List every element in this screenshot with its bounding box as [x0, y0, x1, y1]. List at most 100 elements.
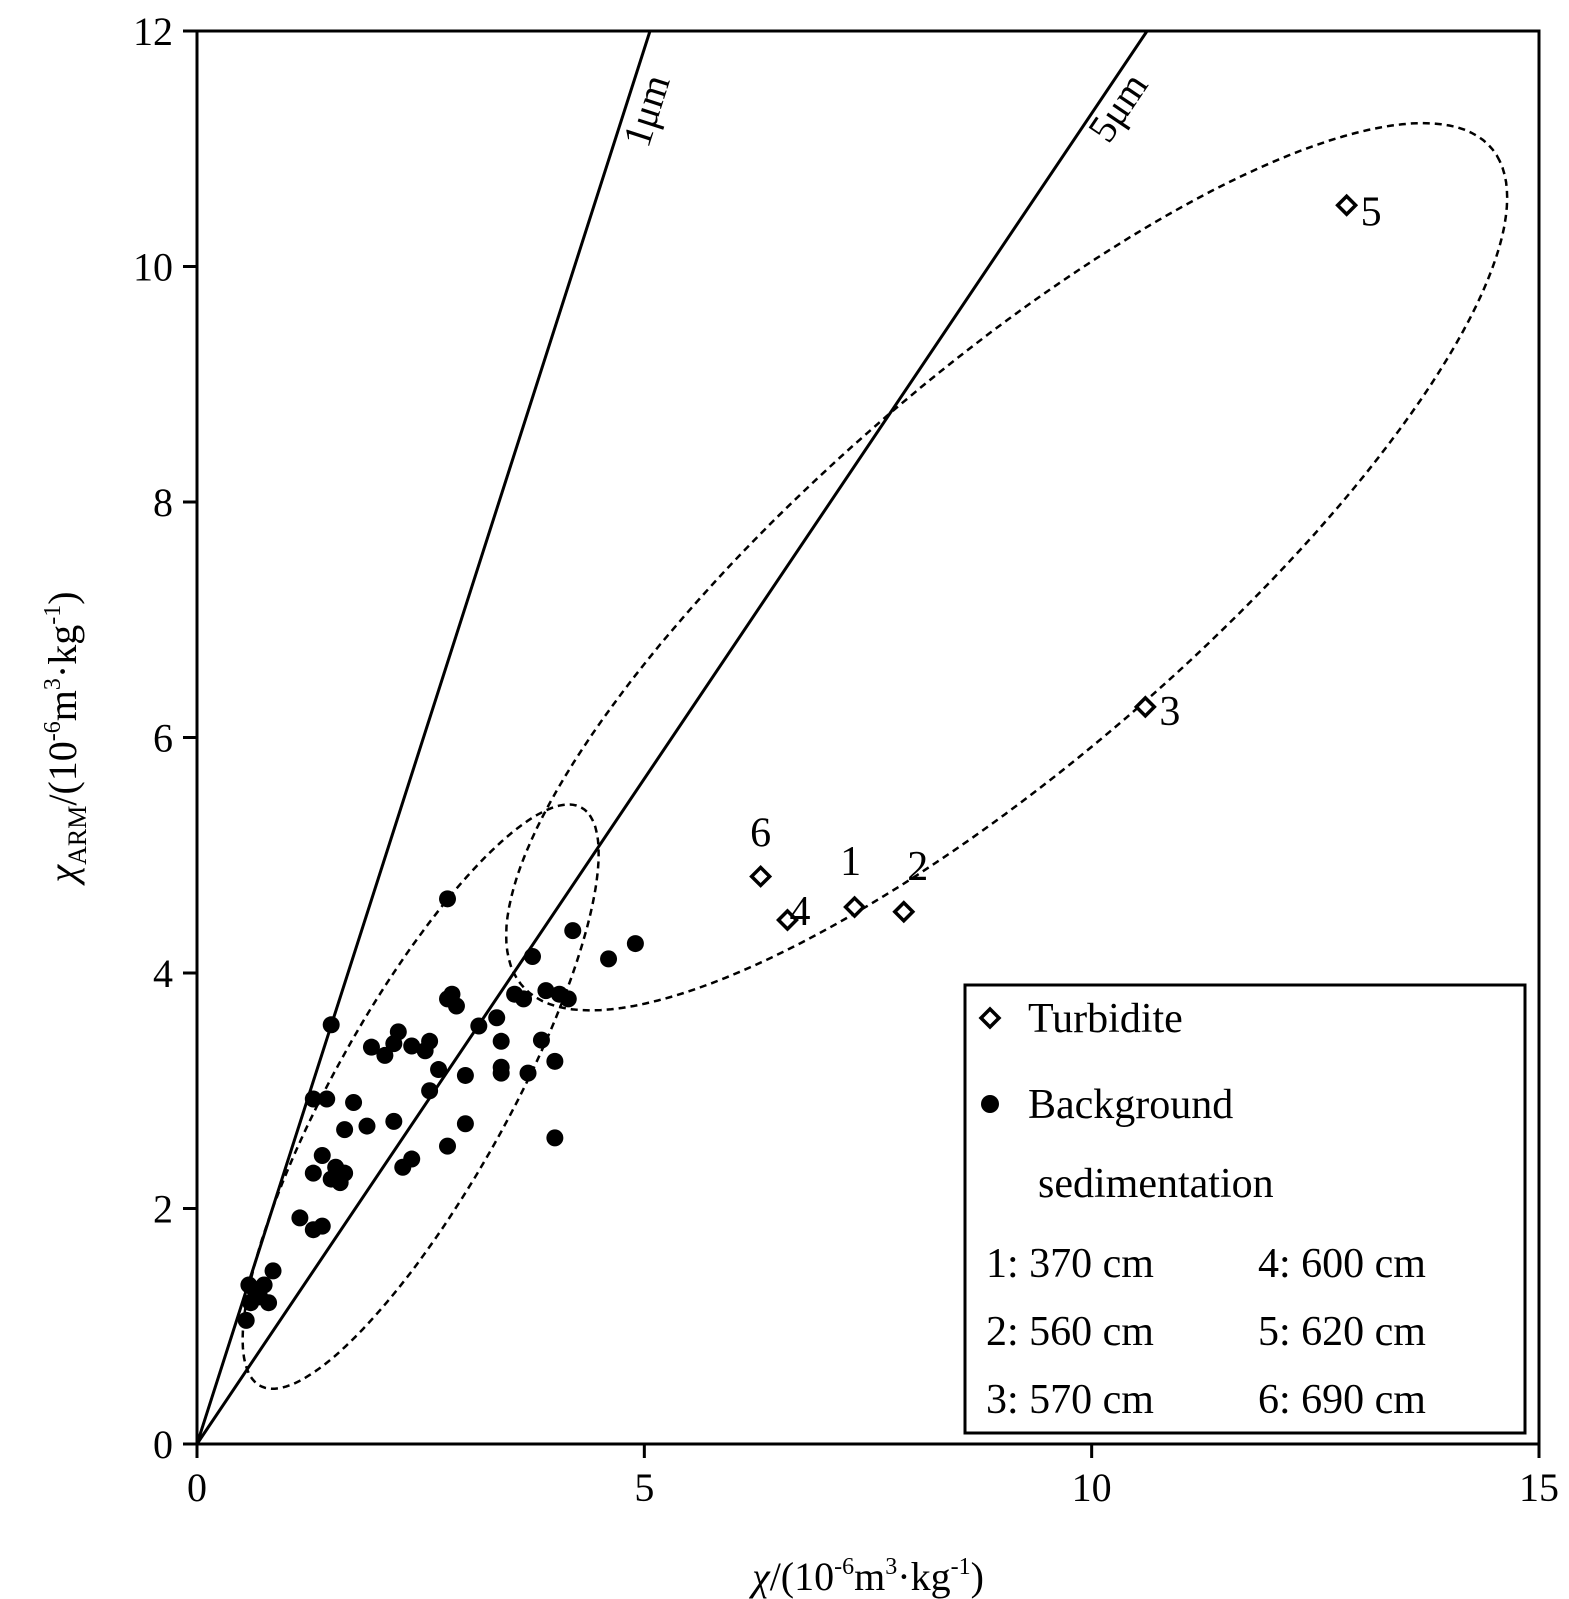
y-tick-label: 0: [153, 1422, 173, 1467]
x-axis-close: ): [971, 1554, 984, 1599]
y-axis-close: ): [40, 591, 85, 604]
reference-line-2: [197, 31, 1149, 1444]
y-axis-rest: ·kg: [40, 625, 85, 678]
legend-turbidite-marker: [978, 1006, 1002, 1030]
background-point: [546, 1129, 564, 1147]
background-point: [376, 1046, 394, 1064]
y-axis-sub: ARM: [63, 806, 92, 865]
background-point: [492, 1064, 510, 1082]
legend-background-label-1: Background: [1028, 1082, 1233, 1128]
y-axis-unit: m: [40, 690, 85, 721]
y-tick-label: 12: [133, 9, 173, 54]
background-point: [385, 1112, 403, 1130]
background-point: [421, 1082, 439, 1100]
background-point: [313, 1217, 331, 1235]
background-point: [524, 948, 541, 966]
turbidite-point: [1133, 695, 1157, 719]
background-point: [456, 1115, 474, 1133]
background-point: [313, 1147, 331, 1165]
x-tick-label: 10: [1072, 1465, 1112, 1510]
turbidite-point: [749, 864, 773, 888]
background-point: [322, 1016, 340, 1034]
background-point: [304, 1090, 322, 1108]
y-axis-exp: -6: [40, 721, 66, 741]
legend-box: [963, 983, 1527, 1435]
background-point: [336, 1164, 354, 1182]
background-point: [564, 922, 582, 940]
background-point: [439, 890, 457, 908]
background-point: [532, 1031, 550, 1049]
background-point: [358, 1117, 376, 1135]
turbidite-point: [892, 900, 916, 924]
legend-depth-3: 3: 570 cm: [986, 1377, 1154, 1423]
x-axis-unit: m: [854, 1554, 885, 1599]
x-axis-open: /(10: [770, 1554, 834, 1599]
y-axis-label: χARM/(10-6m3·kg-1): [40, 591, 92, 886]
background-point: [559, 990, 577, 1008]
turbidite-point-label: 1: [840, 839, 861, 885]
background-point: [237, 1311, 255, 1329]
background-point: [519, 1064, 537, 1082]
background-point: [403, 1150, 421, 1168]
x-axis-ticks: 0 5 10 15: [187, 1444, 1559, 1510]
background-point: [255, 1276, 273, 1294]
y-tick-label: 6: [153, 716, 173, 761]
turbidite-point-label: 2: [907, 844, 928, 890]
reference-line-label: 5μm: [1079, 65, 1157, 150]
background-point: [546, 1052, 564, 1070]
legend-background-marker: [981, 1095, 999, 1113]
x-axis-symbol: χ: [748, 1554, 771, 1599]
background-point: [264, 1262, 282, 1280]
background-point: [600, 950, 618, 968]
x-axis-exp: -6: [834, 1554, 854, 1580]
background-point: [456, 1066, 474, 1084]
background-point: [537, 982, 555, 1000]
background-point: [389, 1023, 407, 1041]
legend-depth-2: 2: 560 cm: [986, 1309, 1154, 1355]
background-point: [318, 1090, 336, 1108]
background-point: [515, 990, 533, 1008]
background-point: [304, 1164, 322, 1182]
x-tick-label: 15: [1519, 1465, 1559, 1510]
y-axis-symbol: χ: [40, 864, 85, 887]
x-axis-unit-exp: 3: [885, 1554, 897, 1580]
turbidite-point-label: 3: [1159, 689, 1180, 735]
y-axis-open: /(10: [40, 741, 85, 805]
y-tick-label: 4: [153, 951, 173, 996]
y-tick-label: 8: [153, 480, 173, 525]
background-point: [470, 1017, 488, 1035]
legend-depth-1: 1: 370 cm: [986, 1241, 1154, 1287]
reference-line-label: 1μm: [614, 69, 679, 152]
background-point: [430, 1061, 448, 1079]
background-point: [421, 1032, 439, 1050]
x-axis-rest-exp: -1: [951, 1554, 971, 1580]
background-point: [492, 1032, 510, 1050]
y-axis-ticks: 0 2 4 6 8 10 12: [133, 9, 197, 1467]
group-ellipses: [241, 121, 1509, 1390]
x-tick-label: 5: [634, 1465, 654, 1510]
legend-depth-5: 5: 620 cm: [1258, 1309, 1426, 1355]
group-ellipse-1: [241, 803, 600, 1390]
y-axis-rest-exp: -1: [40, 605, 66, 625]
turbidite-point-label: 4: [789, 889, 810, 935]
turbidite-point-label: 5: [1361, 189, 1382, 235]
background-point: [439, 1137, 457, 1155]
background-point: [291, 1209, 309, 1227]
legend: Turbidite Background sedimentation 1: 37…: [963, 983, 1527, 1435]
x-axis-rest: ·kg: [897, 1554, 950, 1599]
background-point: [403, 1037, 421, 1055]
x-axis-label: χ/(10-6m3·kg-1): [748, 1554, 984, 1599]
background-point: [336, 1121, 354, 1139]
turbidite-point: [843, 895, 867, 919]
legend-depth-4: 4: 600 cm: [1258, 1241, 1426, 1287]
x-tick-label: 0: [187, 1465, 207, 1510]
legend-depth-6: 6: 690 cm: [1258, 1377, 1426, 1423]
background-point: [626, 935, 644, 953]
background-point: [362, 1038, 380, 1056]
y-axis-unit-exp: 3: [40, 678, 66, 690]
legend-background-label-2: sedimentation: [1038, 1161, 1274, 1207]
background-point: [488, 1009, 506, 1027]
legend-turbidite-label: Turbidite: [1028, 996, 1183, 1042]
y-tick-label: 10: [133, 245, 173, 290]
